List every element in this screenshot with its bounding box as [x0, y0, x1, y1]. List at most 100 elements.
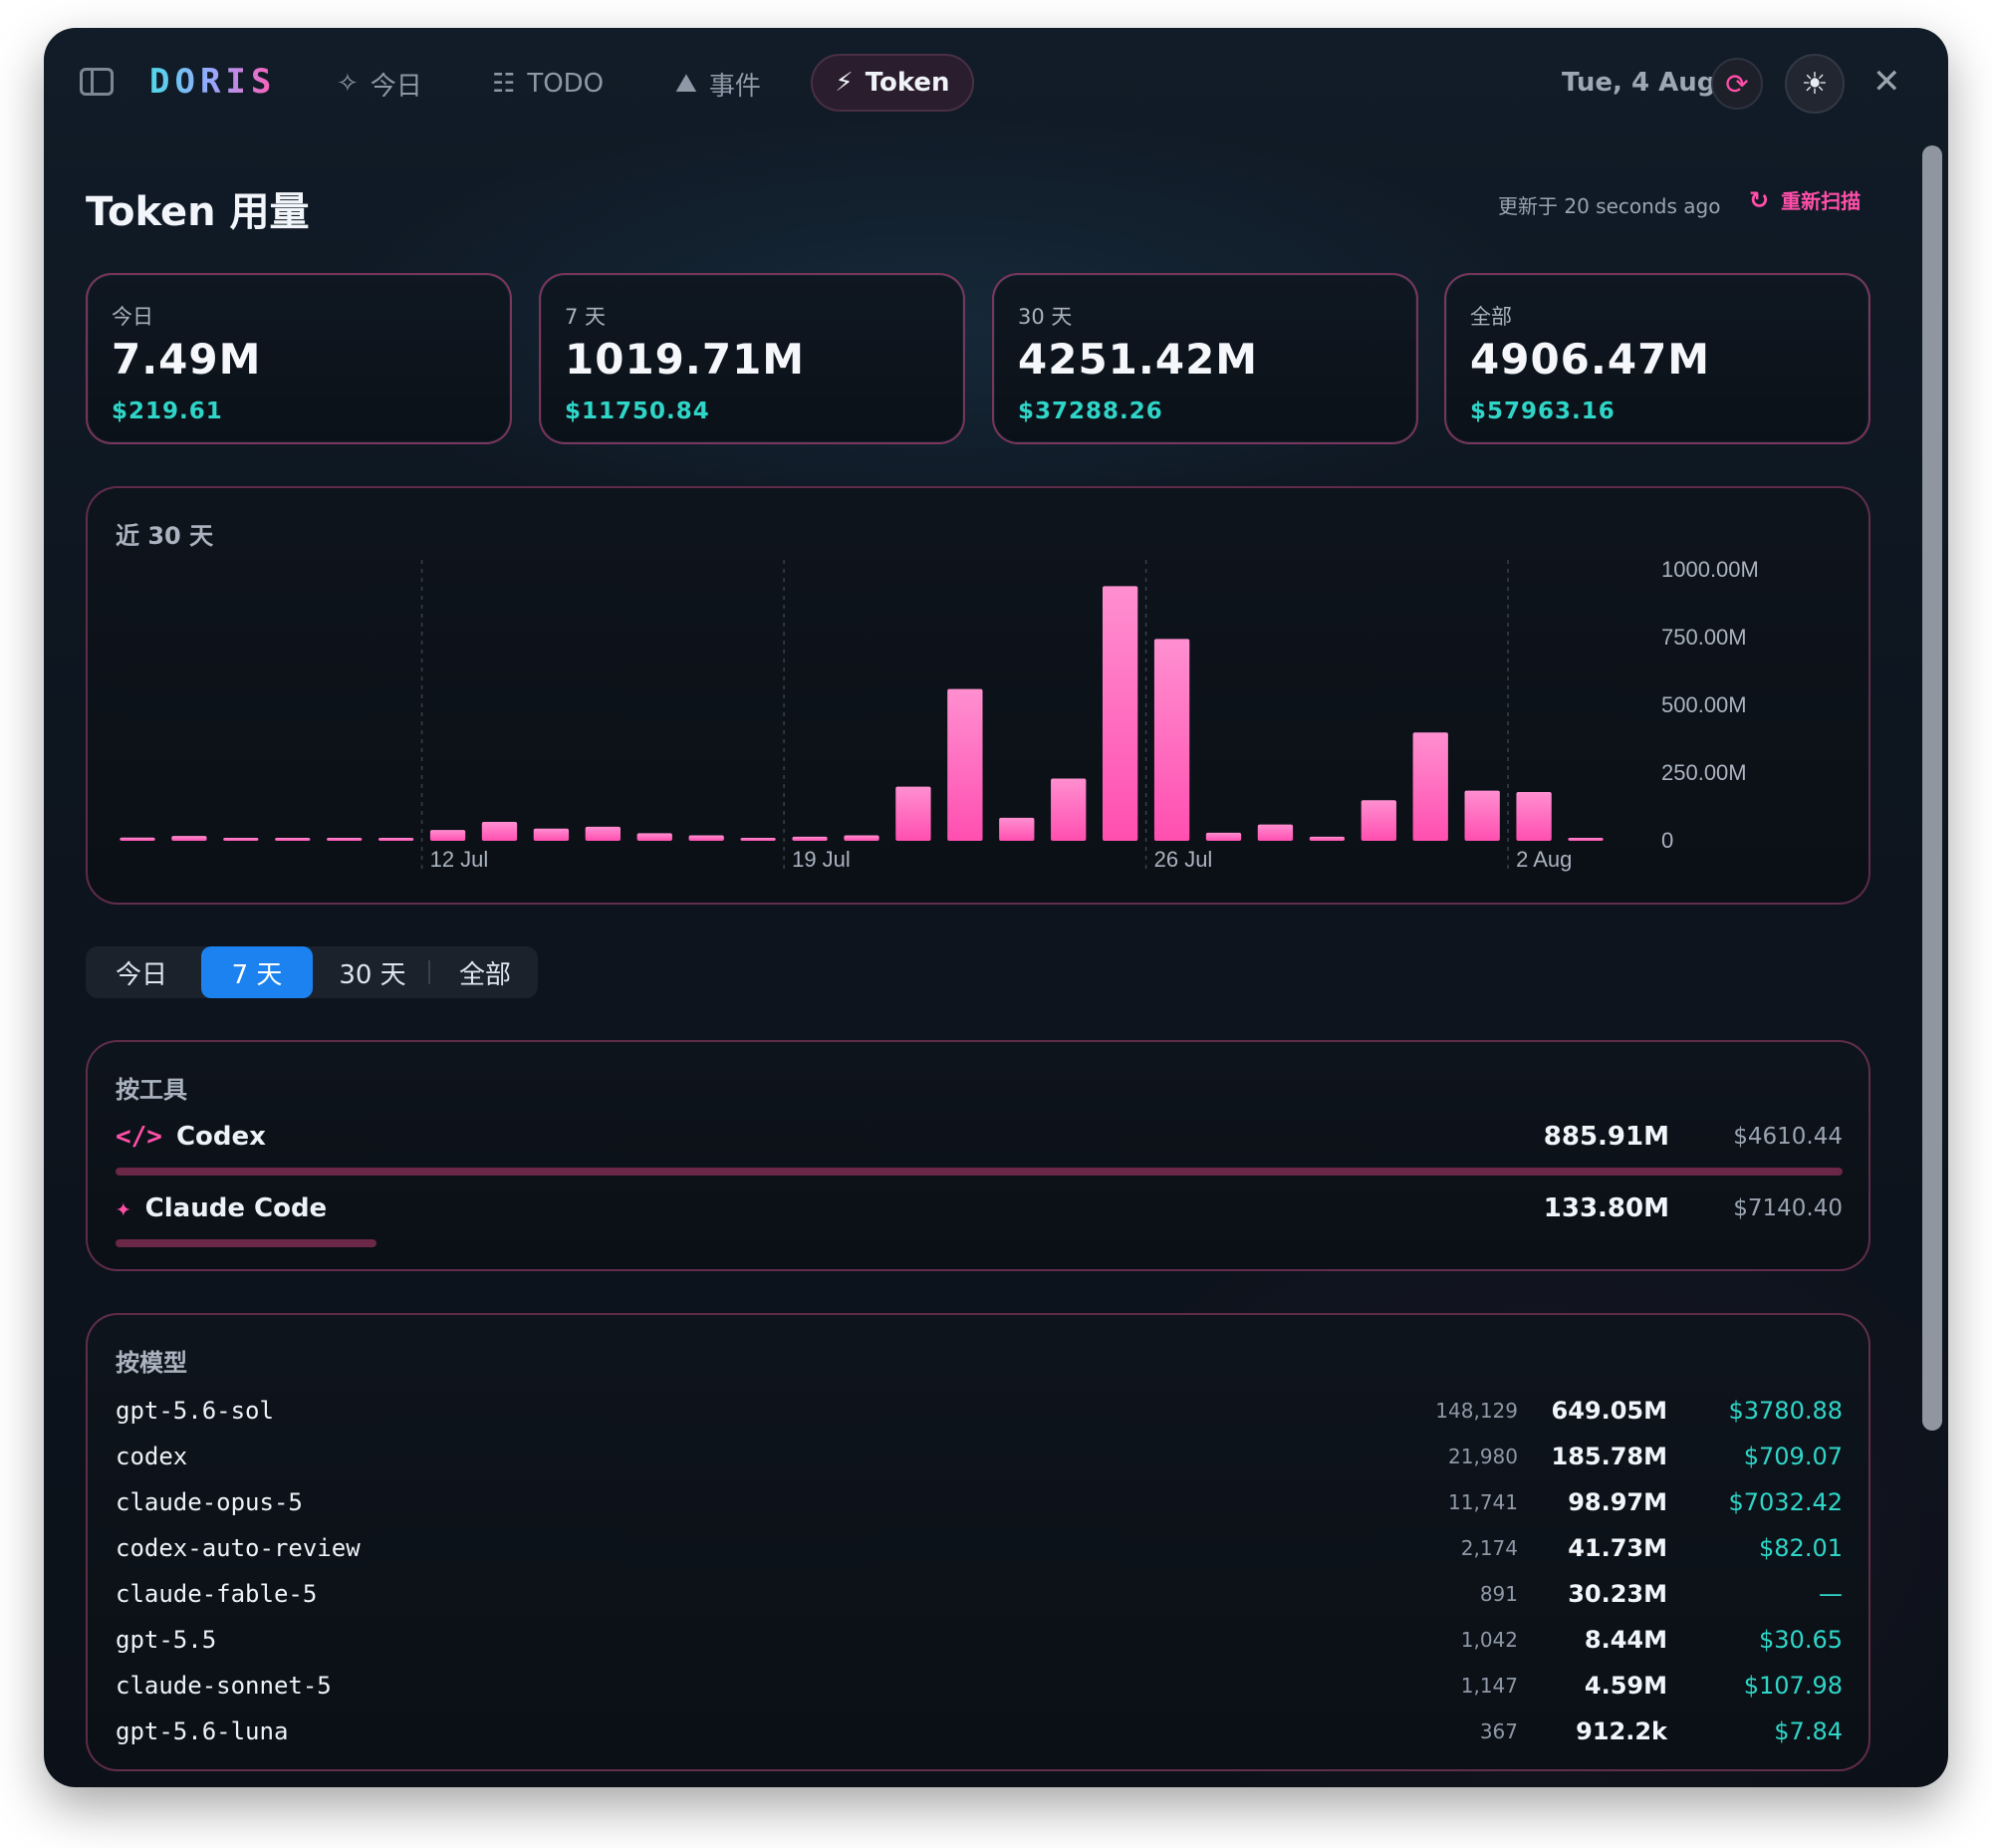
model-row[interactable]: codex-auto-review 2,174 41.73M $82.01 — [116, 1534, 1843, 1574]
model-row[interactable]: codex 21,980 185.78M $709.07 — [116, 1443, 1843, 1482]
tab-label: Token — [865, 68, 950, 98]
model-row[interactable]: claude-fable-5 891 30.23M — — [116, 1580, 1843, 1620]
model-cost: $30.65 — [1759, 1626, 1843, 1654]
model-tokens: 98.97M — [1568, 1488, 1667, 1516]
model-cost: $709.07 — [1743, 1443, 1843, 1470]
model-requests: 891 — [1479, 1582, 1518, 1606]
model-tokens: 185.78M — [1551, 1443, 1668, 1470]
tab-today[interactable]: ✧ 今日 — [337, 58, 422, 110]
chart-bar[interactable] — [740, 838, 776, 841]
tab-todo[interactable]: ☷ TODO — [492, 58, 604, 110]
model-row[interactable]: claude-opus-5 11,741 98.97M $7032.42 — [116, 1488, 1843, 1528]
tab-events[interactable]: ⛰ 事件 — [675, 58, 761, 110]
chart-bar[interactable] — [1309, 836, 1346, 841]
chart-bar[interactable] — [223, 838, 259, 841]
y-tick-label: 0 — [1661, 828, 1673, 853]
chart-bar[interactable] — [533, 828, 570, 841]
tool-tokens: 133.80M — [1543, 1193, 1669, 1223]
range-tab-all[interactable]: 全部 — [458, 959, 511, 990]
chart-bar[interactable] — [1568, 838, 1604, 841]
model-name: claude-fable-5 — [116, 1580, 318, 1608]
tool-cost: $4610.44 — [1733, 1124, 1843, 1150]
app-window: DORIS ✧ 今日 ☷ TODO ⛰ 事件 ⚡ Token Tue, 4 Au… — [44, 28, 1948, 1787]
sidebar-toggle-icon[interactable] — [80, 68, 114, 96]
tool-row-claude-code[interactable]: ✦ Claude Code 133.80M $7140.40 — [116, 1193, 1843, 1233]
model-row[interactable]: claude-sonnet-5 1,147 4.59M $107.98 — [116, 1672, 1843, 1712]
chart-bar[interactable] — [585, 826, 622, 841]
chart-bar[interactable] — [275, 838, 311, 841]
tool-usage-bar — [116, 1168, 1843, 1176]
chart-bar[interactable] — [1464, 790, 1500, 841]
y-tick-label: 1000.00M — [1661, 557, 1759, 582]
theme-toggle-button[interactable]: ☀ — [1785, 54, 1845, 114]
stat-label: 7 天 — [565, 305, 607, 329]
model-requests: 1,042 — [1460, 1628, 1518, 1652]
chart-bar[interactable] — [377, 838, 414, 841]
sun-icon: ☀ — [1801, 66, 1829, 102]
page-title: Token 用量 — [86, 189, 310, 235]
tool-label: Codex — [175, 1122, 266, 1152]
scrollbar[interactable] — [1922, 145, 1942, 1431]
range-tab-7d[interactable]: 7 天 — [201, 946, 313, 998]
model-name: gpt-5.5 — [116, 1626, 217, 1654]
model-row[interactable]: gpt-5.5 1,042 8.44M $30.65 — [116, 1626, 1843, 1666]
range-tab-today[interactable]: 今日 — [115, 959, 167, 990]
chart-bar[interactable] — [1153, 639, 1190, 841]
rescan-button[interactable]: ↻ 重新扫描 — [1749, 185, 1861, 214]
model-row[interactable]: gpt-5.6-luna 367 912.2k $7.84 — [116, 1717, 1843, 1757]
chart-bar[interactable] — [947, 688, 983, 841]
stat-label: 全部 — [1470, 305, 1512, 329]
x-tick-label: 2 Aug — [1516, 847, 1572, 872]
sparkle-icon: ✧ — [337, 69, 359, 99]
chart-bar[interactable] — [327, 838, 363, 841]
chart-bar[interactable] — [429, 830, 466, 841]
tool-cost: $7140.40 — [1733, 1195, 1843, 1221]
bolt-icon: ⚡ — [835, 68, 854, 98]
chart-bar[interactable] — [999, 817, 1035, 841]
stat-cost: $219.61 — [112, 398, 223, 424]
model-requests: 148,129 — [1435, 1399, 1518, 1423]
model-row[interactable]: gpt-5.6-sol 148,129 649.05M $3780.88 — [116, 1397, 1843, 1437]
chart-bar[interactable] — [1257, 824, 1294, 841]
model-name: claude-sonnet-5 — [116, 1672, 332, 1700]
tool-usage-bar — [116, 1239, 376, 1247]
tab-token[interactable]: ⚡ Token — [811, 54, 974, 112]
tool-row-codex[interactable]: </> Codex 885.91M $4610.44 — [116, 1122, 1843, 1162]
x-tick-label: 12 Jul — [430, 847, 489, 872]
chart-bar[interactable] — [120, 837, 155, 841]
by-model-title: 按模型 — [116, 1349, 187, 1377]
chart-bar[interactable] — [636, 833, 672, 841]
chart-bar[interactable] — [688, 835, 724, 841]
model-tokens: 649.05M — [1551, 1397, 1668, 1425]
sparkle-icon: ✦ — [116, 1193, 131, 1223]
tool-name: ✦ Claude Code — [116, 1193, 327, 1223]
chart-bar[interactable] — [1412, 732, 1448, 841]
current-date: Tue, 4 Aug — [1562, 68, 1716, 98]
chart-bar[interactable] — [481, 821, 518, 841]
chart-bar[interactable] — [1051, 778, 1087, 841]
y-tick-label: 750.00M — [1661, 625, 1747, 650]
chart-bar[interactable] — [792, 836, 828, 841]
chart-bar[interactable] — [1205, 832, 1242, 841]
stat-cost: $11750.84 — [565, 398, 710, 424]
stat-card-7d: 7 天 1019.71M $11750.84 — [539, 273, 965, 444]
chart-bar[interactable] — [895, 786, 931, 841]
range-selector: 今日 7 天 30 天 全部 — [86, 946, 538, 998]
sync-button[interactable]: ⟳ — [1711, 58, 1763, 110]
model-requests: 21,980 — [1448, 1445, 1518, 1468]
model-requests: 2,174 — [1460, 1536, 1518, 1560]
app-logo: DORIS — [149, 62, 277, 102]
chart-bar[interactable] — [171, 836, 207, 841]
chart-bar[interactable] — [844, 835, 879, 841]
range-tab-30d[interactable]: 30 天 — [339, 959, 406, 990]
chart-bar[interactable] — [1102, 586, 1138, 841]
model-name: gpt-5.6-sol — [116, 1397, 274, 1425]
chart-bar[interactable] — [1361, 800, 1396, 841]
chart-bar[interactable] — [1516, 792, 1552, 841]
tab-label: 事件 — [708, 71, 761, 102]
stat-value: 7.49M — [112, 335, 262, 384]
chart-panel: 近 30 天 12 Jul 19 Jul 26 Jul 2 Aug 1000.00M 75… — [86, 486, 1870, 905]
divider — [428, 960, 430, 984]
close-button[interactable]: ✕ — [1872, 62, 1901, 102]
model-name: codex-auto-review — [116, 1534, 361, 1562]
